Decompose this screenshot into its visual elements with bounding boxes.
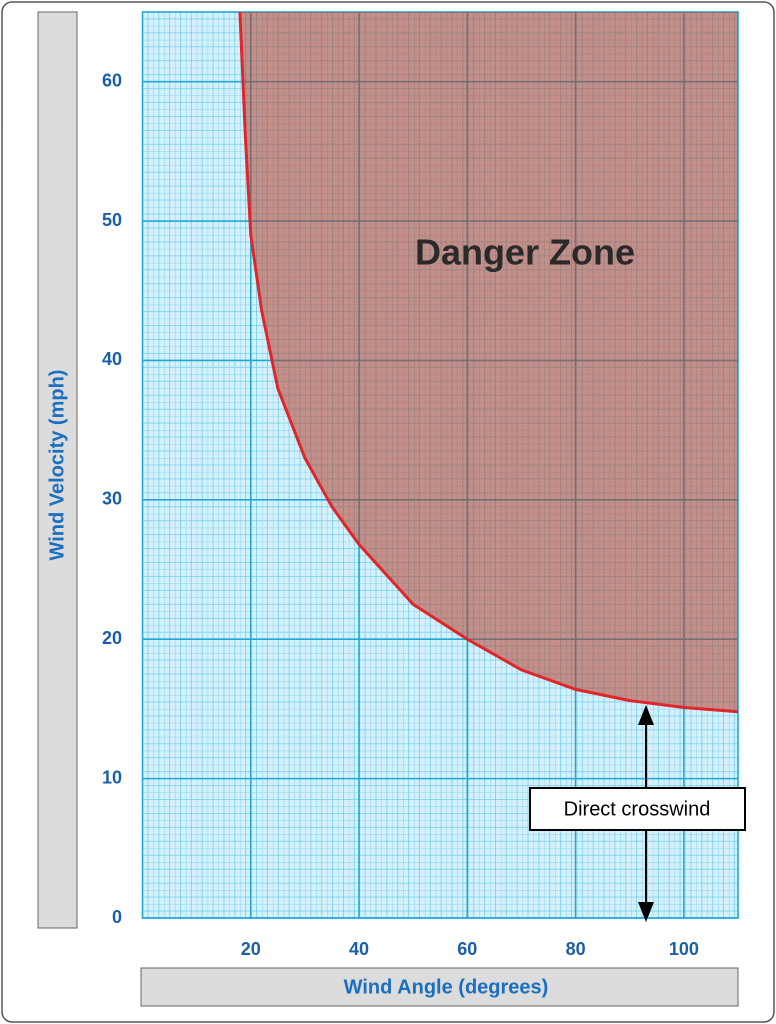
- x-tick-label: 60: [457, 939, 477, 959]
- x-tick-label: 80: [566, 939, 586, 959]
- y-label-box: [37, 11, 78, 929]
- y-tick-label: 30: [102, 489, 122, 509]
- x-axis-label: Wind Angle (degrees): [344, 976, 549, 998]
- x-tick-label: 40: [349, 939, 369, 959]
- y-tick-label: 60: [102, 70, 122, 90]
- y-tick-label: 40: [102, 349, 122, 369]
- x-tick-label: 100: [669, 939, 699, 959]
- y-tick-label: 20: [102, 628, 122, 648]
- crosswind-label: Direct crosswind: [564, 798, 711, 820]
- x-label-box: [140, 967, 739, 1007]
- x-tick-label: 20: [241, 939, 261, 959]
- annotation-box: [529, 787, 746, 831]
- y-tick-label: 50: [102, 210, 122, 230]
- line: [238, 11, 739, 714]
- y-tick-label: 10: [102, 767, 122, 787]
- danger-zone: [239, 12, 738, 712]
- danger-zone-label: Danger Zone: [415, 232, 635, 273]
- y-tick-label: 0: [112, 907, 122, 927]
- y-axis-label: Wind Velocity (mph): [46, 370, 68, 561]
